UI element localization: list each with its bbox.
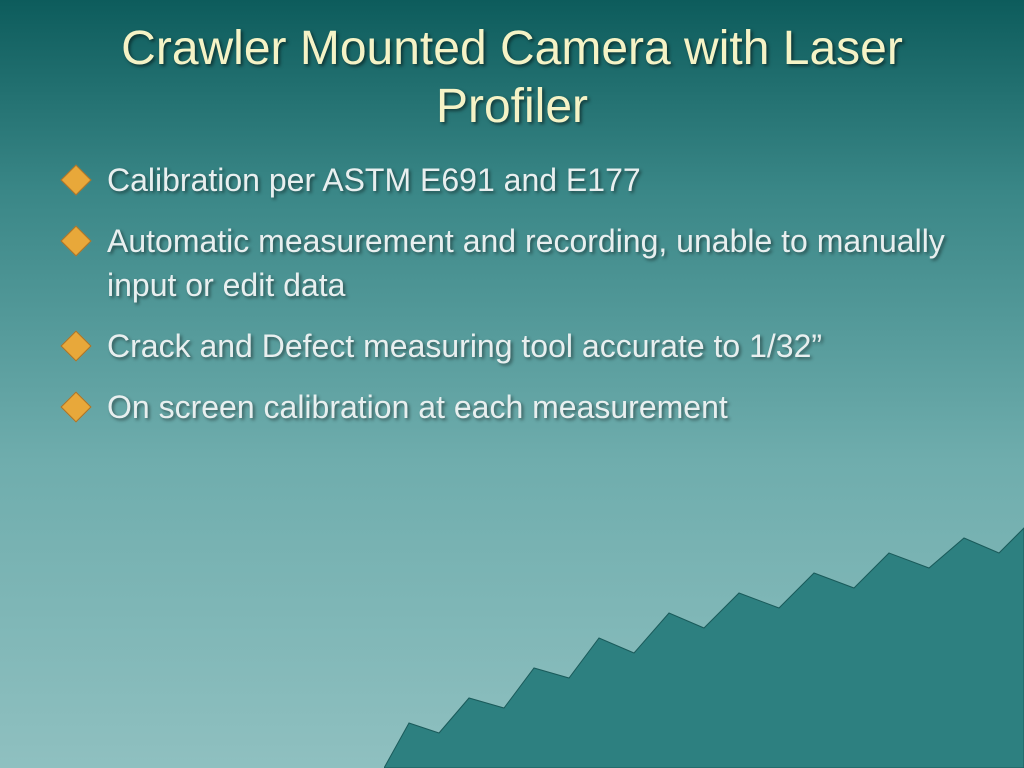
- bullet-text: Crack and Defect measuring tool accurate…: [107, 328, 822, 364]
- bullet-text: Automatic measurement and recording, una…: [107, 223, 945, 302]
- slide-title: Crawler Mounted Camera with Laser Profil…: [55, 20, 969, 135]
- diamond-icon: [60, 391, 91, 422]
- bullet-list: Calibration per ASTM E691 and E177 Autom…: [55, 159, 969, 429]
- bullet-text: On screen calibration at each measuremen…: [107, 389, 728, 425]
- bullet-item: On screen calibration at each measuremen…: [65, 386, 969, 429]
- bullet-item: Calibration per ASTM E691 and E177: [65, 159, 969, 202]
- bullet-item: Automatic measurement and recording, una…: [65, 220, 969, 306]
- diamond-icon: [60, 165, 91, 196]
- slide-container: Crawler Mounted Camera with Laser Profil…: [0, 0, 1024, 768]
- bullet-text: Calibration per ASTM E691 and E177: [107, 162, 641, 198]
- bullet-item: Crack and Defect measuring tool accurate…: [65, 325, 969, 368]
- diamond-icon: [60, 330, 91, 361]
- diamond-icon: [60, 226, 91, 257]
